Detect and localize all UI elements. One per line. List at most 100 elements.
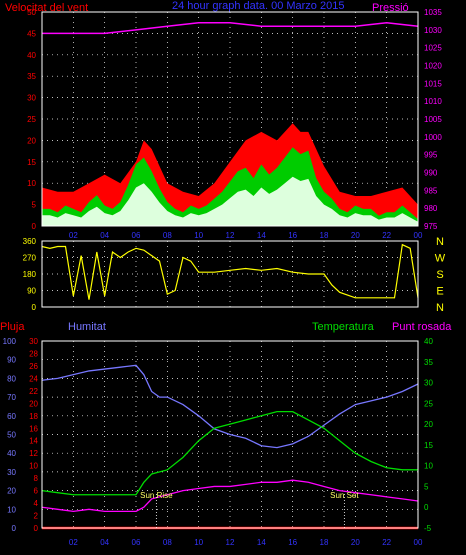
rain-tick-label: 18 [29, 412, 38, 421]
temperature-axis: -5 0 5 10 15 20 25 30 35 40 [424, 337, 433, 533]
rain-tick-label: 28 [29, 349, 38, 358]
direction-degree-axis: 0 90 180 270 360 [23, 237, 37, 312]
rain-tick-label: 6 [34, 487, 39, 496]
humidity-tick-label: 60 [7, 412, 16, 421]
temperature-tick-label: -5 [424, 524, 432, 533]
temperature-tick-label: 5 [424, 482, 429, 491]
pressure-tick-label: 1015 [424, 79, 442, 88]
rain-tick-label: 0 [34, 524, 39, 533]
pressure-axis: 975 980 985 990 995 1000 1005 1010 1015 1020 1025 1… [424, 8, 442, 231]
temperature-line [42, 412, 418, 495]
time-axis-climate: 02 04 06 08 10 12 14 16 18 20 22 00 [69, 538, 423, 547]
rain-axis: 024681012141618202224262830 [29, 337, 38, 533]
time-tick-label: 22 [382, 231, 391, 240]
rain-tick-label: 4 [34, 499, 39, 508]
wind-tick-label: 10 [27, 179, 36, 188]
time-tick-label: 02 [69, 538, 78, 547]
dewpoint-title: Punt rosada [392, 321, 452, 333]
time-tick-label: 00 [414, 538, 423, 547]
wind-tick-label: 35 [27, 72, 36, 81]
compass-label: S [436, 269, 443, 281]
time-tick-label: 06 [132, 231, 141, 240]
direction-grid [42, 241, 418, 307]
pressure-tick-label: 985 [424, 186, 438, 195]
pressure-tick-label: 990 [424, 169, 438, 178]
time-tick-label: 18 [320, 231, 329, 240]
temperature-tick-label: 20 [424, 420, 433, 429]
rain-tick-label: 24 [29, 374, 38, 383]
wind-speed-axis: 0 5 10 15 20 25 30 35 40 45 50 [27, 8, 36, 231]
page-title: 24 hour graph data. 00 Marzo 2015 [172, 0, 344, 12]
pressure-tick-label: 1010 [424, 97, 442, 106]
time-tick-label: 06 [132, 538, 141, 547]
rain-tick-label: 14 [29, 437, 38, 446]
direction-compass-axis: NWSEN [435, 236, 446, 314]
pressure-tick-label: 980 [424, 204, 438, 213]
humidity-tick-label: 40 [7, 449, 16, 458]
temperature-tick-label: 30 [424, 379, 433, 388]
humidity-title: Humitat [68, 321, 106, 333]
compass-label: W [435, 253, 446, 265]
direction-tick-label: 180 [23, 270, 37, 279]
direction-tick-label: 90 [27, 287, 36, 296]
time-tick-label: 08 [163, 538, 172, 547]
time-tick-label: 22 [382, 538, 391, 547]
time-tick-label: 04 [100, 538, 109, 547]
pressure-tick-label: 1030 [424, 26, 442, 35]
pressure-line [42, 23, 418, 34]
time-tick-label: 14 [257, 231, 266, 240]
time-tick-label: 00 [414, 231, 423, 240]
wind-tick-label: 40 [27, 51, 36, 60]
wind-tick-label: 20 [27, 136, 36, 145]
humidity-tick-label: 50 [7, 431, 16, 440]
wind-tick-label: 15 [27, 158, 36, 167]
pressure-tick-label: 1000 [424, 133, 442, 142]
humidity-tick-label: 30 [7, 468, 16, 477]
time-tick-label: 02 [69, 231, 78, 240]
time-tick-label: 12 [226, 231, 235, 240]
pressure-tick-label: 1035 [424, 8, 442, 17]
wind-tick-label: 30 [27, 94, 36, 103]
humidity-tick-label: 90 [7, 356, 16, 365]
wind-tick-label: 25 [27, 115, 36, 124]
time-tick-label: 14 [257, 538, 266, 547]
humidity-tick-label: 20 [7, 487, 16, 496]
rain-tick-label: 16 [29, 424, 38, 433]
time-tick-label: 18 [320, 538, 329, 547]
time-tick-label: 10 [194, 231, 203, 240]
humidity-tick-label: 80 [7, 374, 16, 383]
pressure-tick-label: 1025 [424, 44, 442, 53]
compass-label: N [436, 236, 444, 248]
pressure-tick-label: 995 [424, 151, 438, 160]
pressure-tick-label: 1005 [424, 115, 442, 124]
time-tick-label: 16 [288, 231, 297, 240]
wind-tick-label: 50 [27, 8, 36, 17]
temperature-tick-label: 25 [424, 399, 433, 408]
direction-tick-label: 360 [23, 237, 37, 246]
sun-annotation-label: Sun Rise [140, 491, 173, 500]
time-tick-label: 08 [163, 231, 172, 240]
humidity-tick-label: 100 [3, 337, 17, 346]
temperature-tick-label: 0 [424, 503, 429, 512]
sun-annotation-label: Sun Set [330, 491, 359, 500]
rain-tick-label: 10 [29, 462, 38, 471]
humidity-tick-label: 0 [12, 524, 17, 533]
time-tick-label: 12 [226, 538, 235, 547]
compass-label: E [436, 286, 443, 298]
rain-tick-label: 30 [29, 337, 38, 346]
humidity-tick-label: 10 [7, 505, 16, 514]
sun-annotations: Sun Rise Sun Set [140, 491, 359, 528]
time-tick-label: 16 [288, 538, 297, 547]
pressure-tick-label: 975 [424, 222, 438, 231]
rain-title: Pluja [0, 321, 25, 333]
wind-tick-label: 5 [32, 201, 37, 210]
rain-tick-label: 2 [34, 512, 39, 521]
wind-pressure-plot [42, 23, 418, 226]
rain-tick-label: 22 [29, 387, 38, 396]
time-tick-label: 04 [100, 231, 109, 240]
time-tick-label: 10 [194, 538, 203, 547]
temperature-tick-label: 10 [424, 462, 433, 471]
rain-tick-label: 20 [29, 399, 38, 408]
humidity-tick-label: 70 [7, 393, 16, 402]
